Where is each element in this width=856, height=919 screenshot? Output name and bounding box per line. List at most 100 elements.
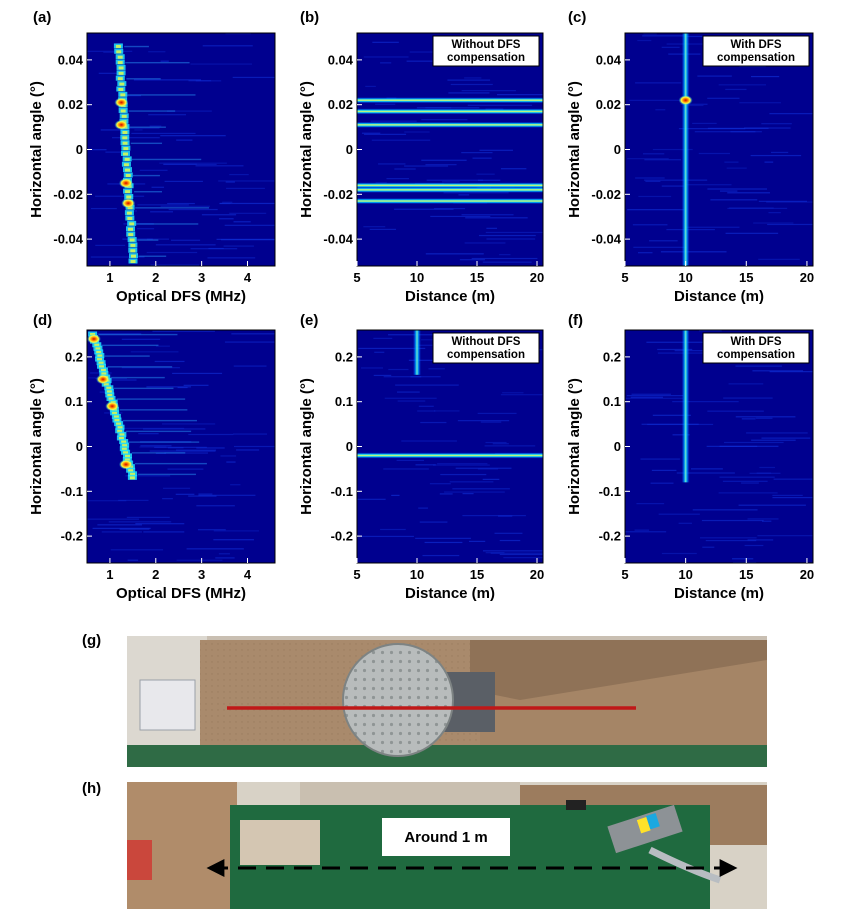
ridge-core [118, 71, 124, 75]
noise-streak [660, 251, 727, 253]
noise-streak [637, 39, 652, 42]
ridge-echo [131, 158, 202, 161]
ridge-core [96, 350, 102, 354]
x-tick-label: 4 [244, 567, 252, 582]
ridge-core [120, 109, 126, 113]
y-tick-label: -0.02 [53, 187, 83, 202]
noise-streak [464, 77, 482, 79]
noise-streak [480, 421, 502, 423]
noise-streak [225, 181, 235, 183]
noise-streak [188, 80, 212, 82]
ridge-core [119, 433, 125, 437]
ridge-core [123, 163, 129, 167]
distance-label: Around 1 m [404, 829, 487, 846]
noise-streak [133, 79, 202, 81]
ridge-core [117, 426, 123, 430]
noise-streak [441, 181, 460, 183]
noise-streak [148, 114, 187, 116]
noise-streak [432, 464, 490, 466]
noise-streak [430, 215, 491, 218]
ridge-echo [134, 191, 162, 193]
noise-streak [749, 472, 781, 474]
noise-streak [718, 492, 778, 494]
noise-streak [634, 529, 650, 531]
y-tick-label: 0.1 [603, 394, 621, 409]
annotation-line: compensation [717, 52, 795, 64]
noise-streak [728, 383, 764, 385]
noise-streak [464, 242, 506, 244]
noise-streak [171, 239, 201, 241]
noise-streak [756, 472, 772, 474]
noise-streak [757, 535, 813, 537]
noise-streak [640, 458, 680, 460]
bright-column [681, 33, 690, 266]
y-tick-label: 0.2 [603, 349, 621, 364]
noise-streak [750, 154, 802, 157]
noise-streak [725, 88, 747, 91]
noise-streak [661, 46, 680, 48]
noise-streak [444, 491, 505, 493]
ridge-core [118, 87, 124, 91]
noise-streak [699, 537, 757, 539]
noise-streak [233, 433, 268, 435]
x-axis-label: Optical DFS (MHz) [116, 585, 246, 602]
ridge-core [118, 436, 124, 440]
annotation-line: compensation [447, 349, 525, 361]
y-tick-label: -0.1 [61, 484, 83, 499]
noise-streak [753, 222, 794, 224]
noise-streak [434, 208, 466, 210]
noise-streak [744, 127, 791, 129]
noise-streak [380, 528, 406, 531]
ridge-core [126, 195, 132, 199]
noise-streak [119, 528, 150, 530]
noise-streak [672, 401, 739, 403]
y-tick-label: -0.1 [331, 484, 353, 499]
noise-streak [465, 217, 528, 219]
noise-streak [95, 244, 126, 246]
bright-row [357, 452, 543, 459]
noise-streak [91, 149, 107, 151]
ridge-core [122, 130, 128, 134]
ridge-core [130, 254, 136, 258]
plot-area [87, 330, 275, 561]
x-tick-label: 5 [621, 567, 628, 582]
panel-a: 1 2 3 4 -0.04 -0.02 0 0.02 0.04 Optical DFS (MHz)… [28, 9, 276, 305]
ridge-core [123, 451, 129, 455]
noise-streak [685, 226, 740, 228]
ridge-core [130, 260, 136, 264]
annotation-bg [702, 332, 810, 364]
panel-letter: (b) [300, 9, 319, 26]
noise-streak [123, 223, 154, 225]
noise-streak [672, 434, 690, 436]
noise-streak [373, 374, 392, 377]
noise-streak [223, 245, 254, 247]
noise-streak [701, 519, 764, 522]
noise-streak [148, 51, 166, 53]
ridge-echo [130, 142, 163, 145]
noise-streak [176, 139, 193, 141]
y-tick-label: 0 [614, 142, 621, 157]
plot-background [87, 33, 275, 266]
plot-area [87, 33, 275, 266]
noise-streak [751, 75, 780, 78]
x-tick-label: 2 [152, 270, 159, 285]
noise-streak [478, 234, 536, 237]
noise-streak [449, 481, 494, 483]
noise-streak [372, 41, 399, 43]
noise-streak [357, 498, 386, 500]
noise-streak [633, 246, 687, 248]
panel-f: 5 10 15 20 -0.2 -0.1 0 0.1 0.2 Distance (m) Horizo… [566, 312, 814, 602]
noise-streak [146, 251, 198, 254]
noise-streak [175, 493, 195, 495]
noise-streak [429, 483, 451, 485]
noise-streak [108, 521, 172, 523]
noise-streak [172, 372, 223, 375]
x-tick-label: 5 [621, 270, 628, 285]
noise-streak [394, 208, 454, 210]
ridge-echo [131, 452, 186, 454]
bright-row [357, 97, 543, 104]
hotspot [121, 198, 136, 209]
noise-streak [161, 423, 216, 425]
noise-streak [772, 494, 803, 497]
